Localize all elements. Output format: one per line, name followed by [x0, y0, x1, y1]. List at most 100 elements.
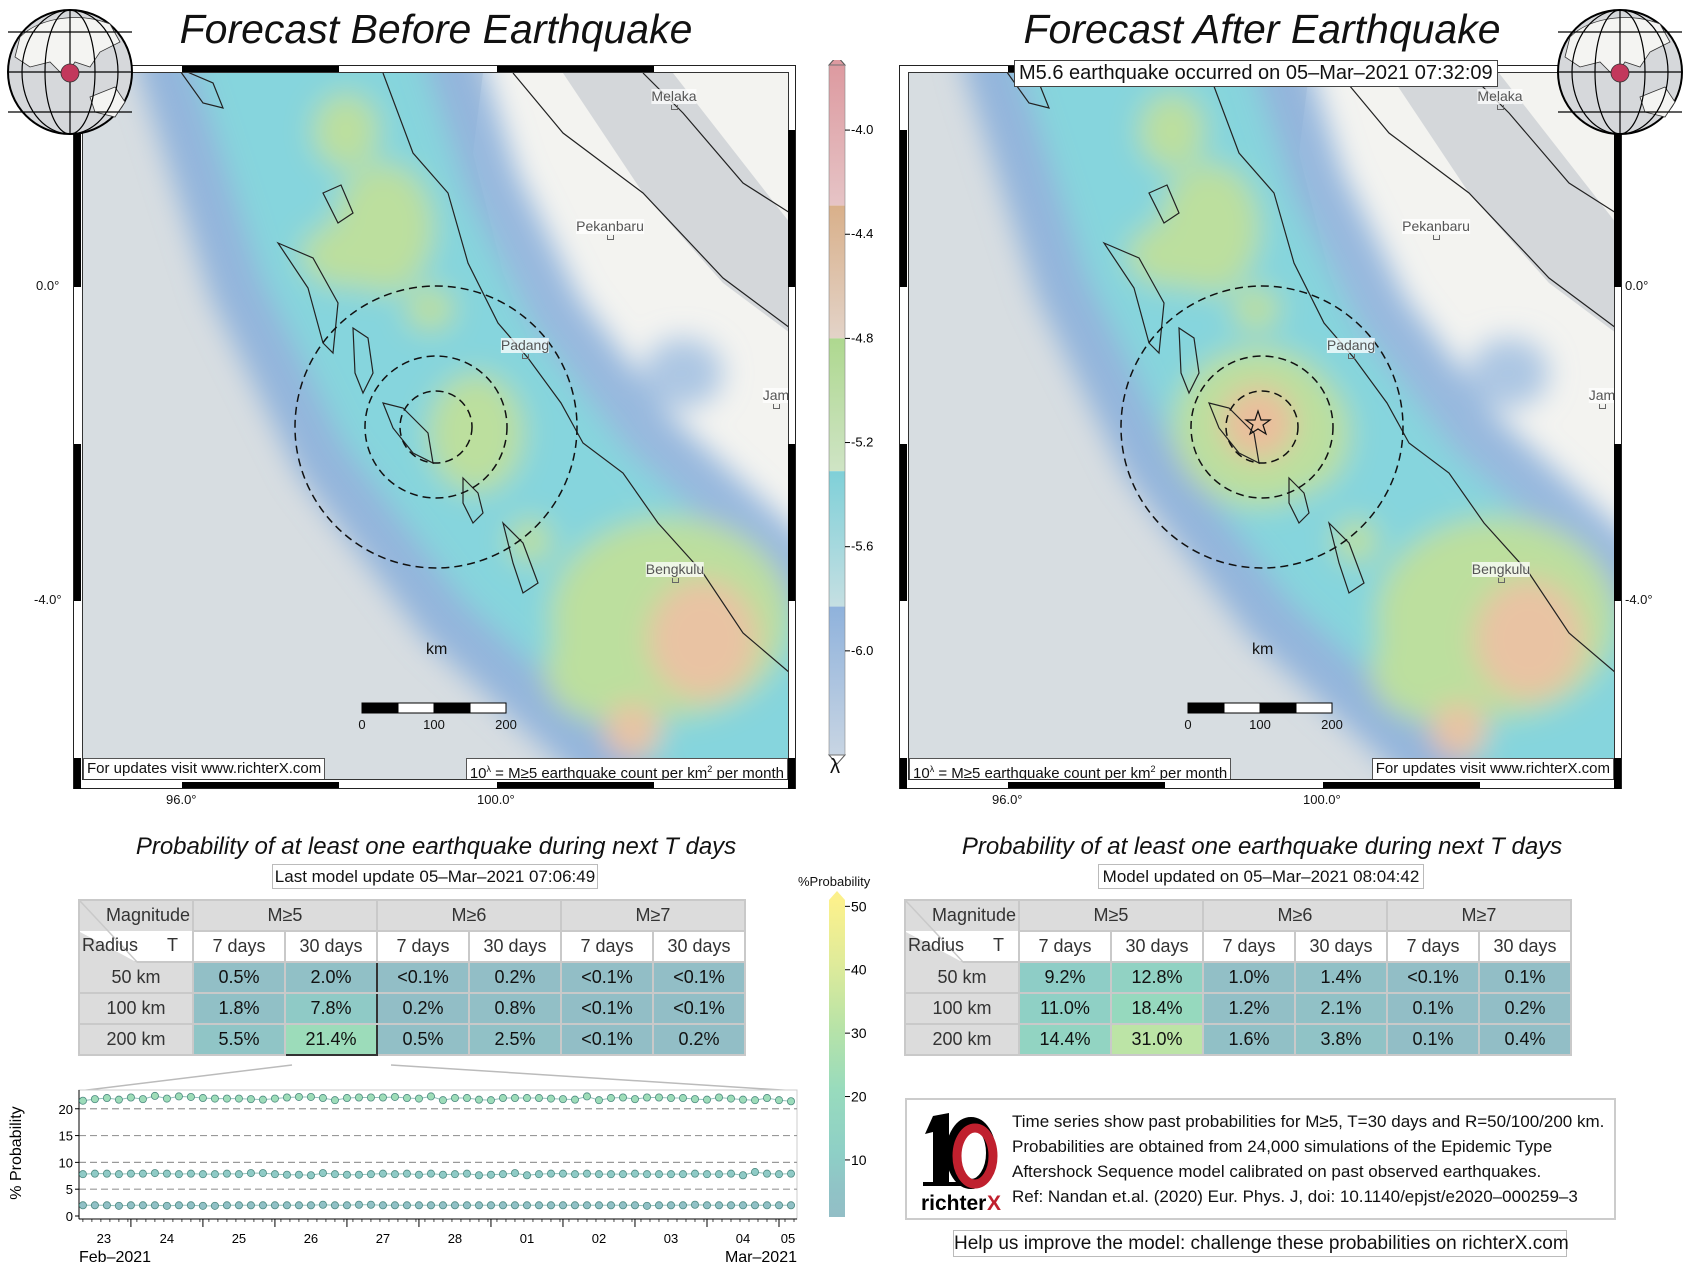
probability-cell: <0.1%	[560, 992, 654, 1025]
radius-circle-100km	[364, 355, 508, 499]
help-link[interactable]: Help us improve the model: challenge the…	[953, 1230, 1569, 1257]
data-point	[234, 1201, 243, 1210]
data-point	[690, 1095, 699, 1104]
data-point	[654, 1093, 663, 1102]
data-point	[570, 1095, 579, 1104]
blob-high	[1474, 579, 1584, 699]
probability-cell: 0.2%	[652, 1023, 746, 1056]
blob-high	[605, 702, 661, 758]
x-tick-label: 25	[232, 1231, 246, 1246]
radius-label: 100 km	[78, 992, 194, 1025]
probability-cell: 0.5%	[192, 961, 286, 994]
data-point	[330, 1096, 339, 1105]
globe-meridian	[21, 9, 119, 135]
right-map-canvas[interactable]: 10λ = M≥5 earthquake count per km2 per m…	[908, 72, 1615, 780]
right-model-update: Model updated on 05–Mar–2021 08:04:42	[1098, 864, 1424, 889]
city-label-melaka: Melaka	[1477, 88, 1523, 104]
data-point	[594, 1096, 603, 1105]
period-header: 30 days	[1294, 930, 1388, 963]
corner-header: Magnitude Radius T	[904, 899, 1020, 963]
data-point	[414, 1170, 423, 1179]
left-lat-label-minus4: -4.0°	[34, 592, 62, 607]
x-tick-label: 28	[448, 1231, 462, 1246]
data-point	[678, 1170, 687, 1179]
right-lat-label-0: 0.0°	[1625, 278, 1649, 293]
colorbar-band	[829, 65, 845, 206]
table-row: 200 km 14.4% 31.0% 1.6% 3.8% 0.1% 0.4%	[904, 1023, 1572, 1056]
data-point	[726, 1201, 735, 1210]
island-outline	[180, 73, 224, 109]
data-point	[582, 1201, 591, 1210]
city-label-pekanbaru: Pekanbaru	[576, 218, 644, 234]
colorbar-band	[829, 338, 845, 472]
globe-locator-icon	[7, 9, 133, 135]
radius-label: 200 km	[904, 1023, 1020, 1056]
data-point	[558, 1169, 567, 1178]
blob-high-epicenter	[1222, 387, 1294, 459]
city-label-melaka: Melaka	[651, 88, 697, 104]
data-point	[738, 1095, 747, 1104]
period-header: 30 days	[468, 930, 562, 963]
scale-bar-segment	[469, 702, 507, 714]
city-label-jam: Jam	[762, 387, 789, 403]
data-point	[78, 1170, 87, 1179]
data-point	[474, 1201, 483, 1210]
info-line-4: Ref: Nandan et.al. (2020) Eur. Phys. J, …	[1012, 1187, 1578, 1206]
colorbar-max-triangle	[827, 60, 847, 66]
globe-meridian	[1571, 9, 1669, 135]
frame-bar	[788, 758, 795, 789]
island-outline	[276, 241, 339, 355]
right-updates-note: For updates visit www.richterX.com	[1371, 758, 1614, 779]
data-point	[306, 1171, 315, 1180]
data-point	[438, 1170, 447, 1179]
left-map-canvas[interactable]: For updates visit www.richterX.com 10λ =…	[82, 72, 789, 780]
data-point	[414, 1201, 423, 1210]
radius-label: 200 km	[78, 1023, 194, 1056]
left-forecast-map[interactable]: For updates visit www.richterX.com 10λ =…	[73, 65, 796, 789]
data-point	[642, 1170, 651, 1179]
data-point	[222, 1094, 231, 1103]
data-point	[594, 1201, 603, 1210]
scale-bar-segment	[1187, 702, 1225, 714]
period-header: 7 days	[560, 930, 654, 963]
scale-bar-segment	[1259, 702, 1297, 714]
radius-label: 100 km	[904, 992, 1020, 1025]
city-label-padang: Padang	[500, 337, 550, 353]
city-marker-icon	[1599, 404, 1606, 409]
blob-moderate	[301, 223, 391, 287]
right-forecast-map[interactable]: 10λ = M≥5 earthquake count per km2 per m…	[899, 65, 1622, 789]
data-point	[462, 1094, 471, 1103]
scale-tick-label: 100	[423, 717, 445, 732]
data-point	[126, 1093, 135, 1102]
data-point	[366, 1093, 375, 1102]
table-row: 100 km 11.0% 18.4% 1.2% 2.1% 0.1% 0.2%	[904, 992, 1572, 1025]
forecast-field	[139, 73, 788, 779]
x-tick-label: 03	[664, 1231, 678, 1246]
data-point	[402, 1201, 411, 1210]
data-point	[618, 1201, 627, 1210]
scale-tick-label: 0	[358, 717, 366, 732]
data-point	[618, 1093, 627, 1102]
table-row: 200 km 5.5% 21.4% 0.5% 2.5% <0.1% 0.2%	[78, 1023, 746, 1056]
scale-tick-label: 0	[1184, 717, 1192, 732]
frame-bar	[74, 130, 81, 287]
colorbar-tick-label: 30	[851, 1025, 867, 1041]
data-point	[678, 1201, 687, 1210]
right-unit-note: 10λ = M≥5 earthquake count per km2 per m…	[909, 758, 1232, 779]
data-point	[774, 1170, 783, 1179]
data-point	[690, 1200, 699, 1209]
data-point	[198, 1170, 207, 1179]
radius-circle-50km	[399, 390, 473, 464]
data-point	[786, 1169, 795, 1178]
probability-table-after: Magnitude Radius T M≥5 M≥6 M≥7 7 days 30 days 7 …	[904, 899, 1572, 1056]
frame-bar	[788, 444, 795, 601]
data-point	[642, 1201, 651, 1210]
data-point	[102, 1094, 111, 1103]
month-label-end: Mar–2021	[725, 1249, 797, 1266]
corner-header: Magnitude Radius T	[78, 899, 194, 963]
frame-bar	[900, 444, 907, 601]
blob-moderate	[1334, 519, 1378, 563]
right-table-title: Probability of at least one earthquake d…	[961, 833, 1563, 860]
info-box: richter X Time series show past probabil…	[905, 1098, 1616, 1220]
